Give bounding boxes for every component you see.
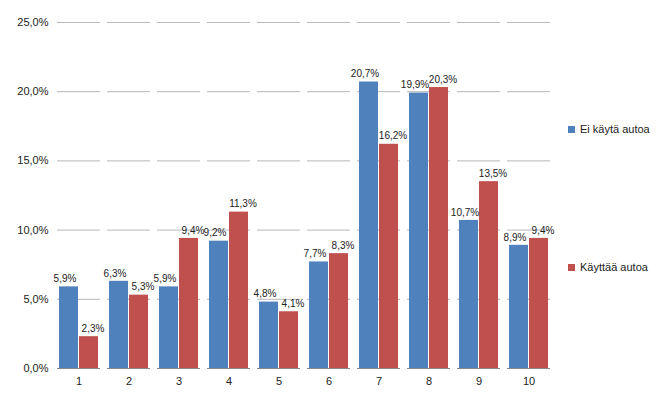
svg-text:6,3%: 6,3%	[104, 268, 127, 279]
svg-text:5,9%: 5,9%	[54, 273, 77, 284]
svg-text:5,9%: 5,9%	[154, 273, 177, 284]
svg-text:3: 3	[176, 375, 182, 387]
svg-text:4,1%: 4,1%	[282, 298, 305, 309]
svg-text:4: 4	[226, 375, 232, 387]
svg-text:7: 7	[376, 375, 382, 387]
svg-text:19,9%: 19,9%	[401, 79, 429, 90]
svg-text:5,3%: 5,3%	[132, 281, 155, 292]
svg-text:16,2%: 16,2%	[379, 130, 407, 141]
svg-text:8,9%: 8,9%	[504, 232, 527, 243]
svg-text:9,4%: 9,4%	[532, 225, 555, 236]
svg-text:9,2%: 9,2%	[204, 227, 227, 238]
svg-text:5,0%: 5,0%	[23, 293, 48, 305]
html-text:Käyttää autoa: Käyttää autoa	[580, 261, 648, 273]
svg-text:11,3%: 11,3%	[229, 198, 257, 209]
svg-text:10,7%: 10,7%	[451, 207, 479, 218]
svg-text:5: 5	[276, 375, 282, 387]
svg-text:13,5%: 13,5%	[479, 168, 507, 179]
svg-text:8,3%: 8,3%	[332, 240, 355, 251]
svg-text:4,8%: 4,8%	[254, 288, 277, 299]
svg-text:9,4%: 9,4%	[182, 225, 205, 236]
svg-text:0,0%: 0,0%	[23, 362, 48, 374]
svg-text:10: 10	[523, 375, 535, 387]
svg-text:2,3%: 2,3%	[82, 323, 105, 334]
svg-text:2: 2	[126, 375, 132, 387]
svg-text:20,0%: 20,0%	[17, 85, 48, 97]
svg-text:25,0%: 25,0%	[17, 16, 48, 28]
svg-text:10,0%: 10,0%	[17, 224, 48, 236]
svg-text:7,7%: 7,7%	[304, 248, 327, 259]
svg-text:20,3%: 20,3%	[429, 74, 457, 85]
svg-text:6: 6	[326, 375, 332, 387]
svg-text:8: 8	[426, 375, 432, 387]
svg-text:1: 1	[76, 375, 82, 387]
svg-text:20,7%: 20,7%	[351, 68, 379, 79]
html-text:Ei käytä autoa: Ei käytä autoa	[580, 123, 650, 135]
svg-text:9: 9	[476, 375, 482, 387]
svg-text:15,0%: 15,0%	[17, 154, 48, 166]
